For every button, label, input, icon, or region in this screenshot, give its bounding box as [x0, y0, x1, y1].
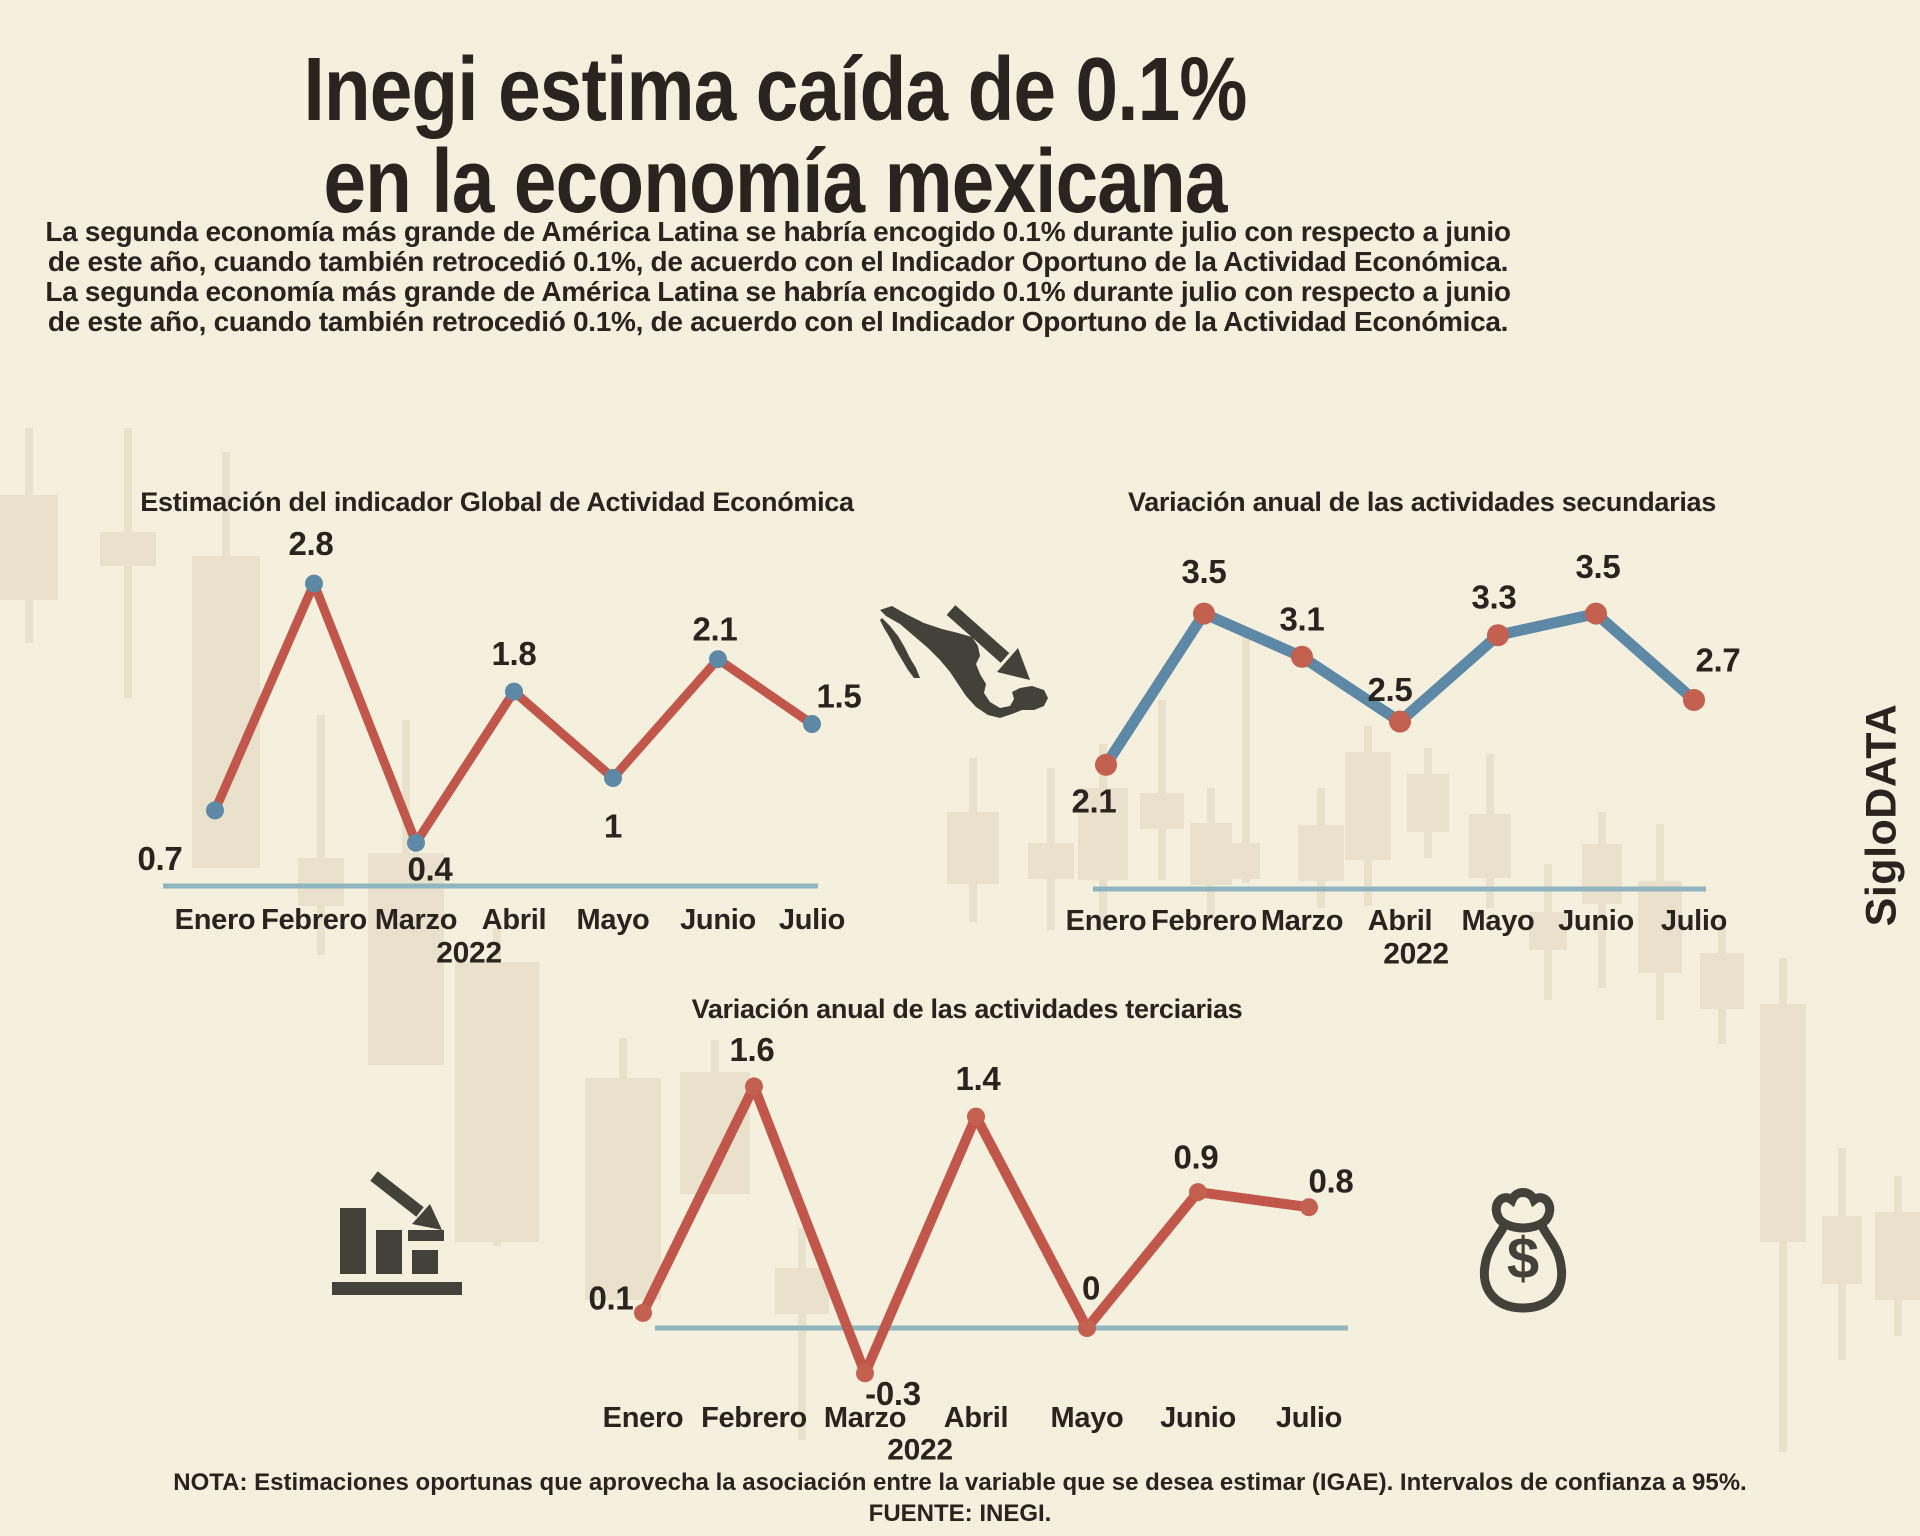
- chart-1-title: Estimación del indicador Global de Activ…: [140, 487, 854, 517]
- data-point: [305, 574, 323, 593]
- month-label: Junio: [1558, 905, 1634, 937]
- data-point: [1291, 645, 1313, 668]
- value-label: 2.1: [1072, 782, 1117, 819]
- month-label: Julio: [779, 904, 845, 936]
- footer-source: FUENTE: INEGI.: [868, 1500, 1052, 1527]
- value-label: 0.7: [138, 840, 183, 877]
- month-label: Junio: [680, 904, 756, 936]
- dollar-sign-icon: $: [1507, 1226, 1539, 1291]
- chart-1: 0.7 2.8 0.4 1.8 1 2.1 1.5 Enero Febrero Marzo Abri…: [138, 525, 862, 969]
- month-label: Febrero: [261, 904, 367, 936]
- data-point: [604, 769, 622, 787]
- month-label: Febrero: [701, 1402, 807, 1434]
- month-label: Julio: [1276, 1402, 1342, 1434]
- month-label: Abril: [482, 904, 547, 936]
- data-point: [1683, 689, 1705, 711]
- value-label: 0.1: [589, 1279, 634, 1316]
- data-point: [1193, 602, 1215, 625]
- month-label: Marzo: [375, 904, 457, 936]
- data-point: [206, 801, 224, 820]
- month-label: Marzo: [824, 1402, 906, 1434]
- value-label: 0.8: [1309, 1163, 1354, 1200]
- value-label: -0.3: [865, 1375, 921, 1412]
- data-point: [709, 650, 727, 669]
- brand-watermark: SigloDATA: [1857, 703, 1906, 927]
- value-label: 0.4: [408, 850, 454, 887]
- data-point: [745, 1077, 763, 1096]
- chart-2-title: Variación anual de las actividades secun…: [1128, 487, 1716, 517]
- year-label: 2022: [887, 1434, 953, 1467]
- year-label: 2022: [1383, 938, 1449, 971]
- page-title-line1: Inegi estima caída de 0.1%: [303, 40, 1247, 140]
- data-point: [1189, 1183, 1207, 1202]
- value-label: 2.1: [693, 611, 738, 648]
- chart-2: 2.1 3.5 3.1 2.5 3.3 3.5 2.7 Enero Febrero Marzo Ab…: [1066, 548, 1741, 970]
- value-label: 1: [604, 808, 622, 845]
- mexico-map-icon: [880, 605, 1048, 718]
- month-label: Julio: [1661, 905, 1727, 937]
- value-label: 2.8: [289, 525, 334, 562]
- data-point: [856, 1364, 874, 1383]
- data-point: [1095, 753, 1117, 776]
- year-label: 2022: [436, 937, 502, 970]
- intro-paragraph: La segunda economía más grande de Améric…: [45, 216, 1511, 337]
- data-point: [1487, 624, 1509, 647]
- month-label: Abril: [944, 1402, 1009, 1434]
- data-point: [1078, 1319, 1096, 1337]
- chart-3: 0.1 1.6 -0.3 1.4 0 0.9 0.8 Enero Febrero Marzo Abr…: [589, 1031, 1354, 1467]
- month-label: Enero: [1066, 905, 1147, 937]
- month-label: Marzo: [1261, 905, 1343, 937]
- data-point: [634, 1303, 652, 1322]
- month-label: Mayo: [1462, 905, 1535, 937]
- value-label: 2.7: [1696, 642, 1741, 679]
- value-label: 1.8: [492, 635, 537, 672]
- data-point: [407, 833, 425, 852]
- month-label: Enero: [175, 904, 256, 936]
- value-label: 1.4: [956, 1060, 1002, 1097]
- data-point: [1300, 1198, 1318, 1217]
- value-label: 1.6: [730, 1031, 775, 1068]
- data-point: [803, 715, 821, 733]
- value-label: 2.5: [1368, 671, 1413, 708]
- value-label: 0: [1082, 1270, 1100, 1307]
- data-point: [967, 1107, 985, 1126]
- data-point: [1585, 602, 1607, 625]
- data-point: [505, 682, 523, 701]
- chart-3-title: Variación anual de las actividades terci…: [691, 994, 1243, 1024]
- value-label: 0.9: [1174, 1139, 1219, 1176]
- month-label: Mayo: [1051, 1402, 1124, 1434]
- month-label: Enero: [603, 1402, 684, 1434]
- month-label: Febrero: [1151, 905, 1257, 937]
- page-title-line2: en la economía mexicana: [323, 132, 1227, 232]
- footer-note: NOTA: Estimaciones oportunas que aprovec…: [173, 1469, 1747, 1496]
- value-label: 3.5: [1576, 548, 1621, 585]
- value-label: 3.5: [1182, 553, 1227, 590]
- month-label: Mayo: [577, 904, 650, 936]
- trend-down-arrow-icon: [946, 605, 1030, 680]
- page-title: Inegi estima caída de 0.1% en la economí…: [180, 44, 1370, 228]
- value-label: 1.5: [817, 678, 862, 715]
- month-label: Junio: [1160, 1402, 1236, 1434]
- value-label: 3.1: [1280, 600, 1325, 637]
- declining-bar-chart-icon: [332, 1171, 462, 1295]
- month-label: Abril: [1368, 905, 1433, 937]
- data-point: [1389, 710, 1411, 733]
- value-label: 3.3: [1472, 579, 1517, 616]
- money-bag-icon: $: [1479, 1188, 1567, 1313]
